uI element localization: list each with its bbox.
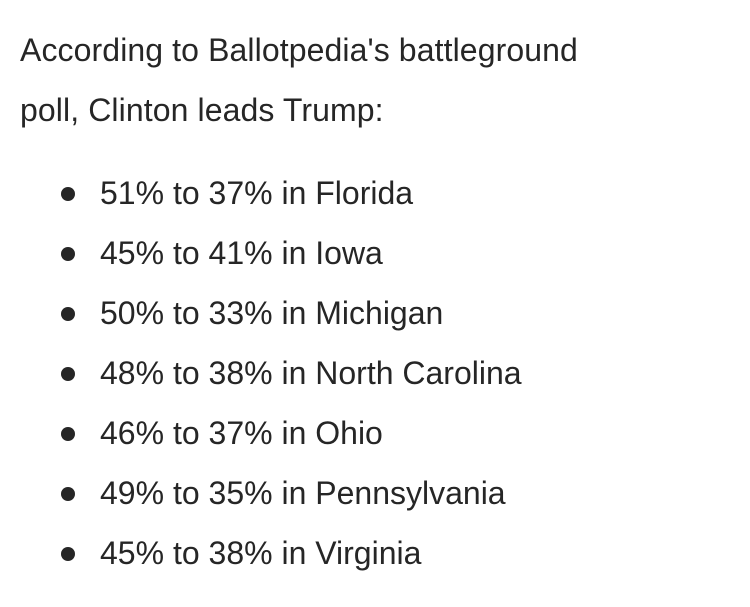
bullet-icon <box>61 547 75 561</box>
intro-paragraph: According to Ballotpedia's battleground … <box>20 0 730 140</box>
list-item-text: 49% to 35% in Pennsylvania <box>100 475 506 511</box>
bullet-icon <box>61 427 75 441</box>
list-item-text: 45% to 38% in Virginia <box>100 535 422 571</box>
bullet-icon <box>61 487 75 501</box>
list-item-text: 51% to 37% in Florida <box>100 175 414 211</box>
list-item-text: 48% to 38% in North Carolina <box>100 355 522 391</box>
bullet-icon <box>61 187 75 201</box>
list-item-text: 45% to 41% in Iowa <box>100 235 383 271</box>
list-item-text: 46% to 37% in Ohio <box>100 415 383 451</box>
article-body: According to Ballotpedia's battleground … <box>20 0 730 571</box>
bullet-icon <box>61 367 75 381</box>
list-item-text: 50% to 33% in Michigan <box>100 295 444 331</box>
bullet-icon <box>61 247 75 261</box>
intro-line-2: poll, Clinton leads Trump: <box>20 92 384 128</box>
intro-line-1: According to Ballotpedia's battleground <box>20 32 578 68</box>
bullet-icon <box>61 307 75 321</box>
